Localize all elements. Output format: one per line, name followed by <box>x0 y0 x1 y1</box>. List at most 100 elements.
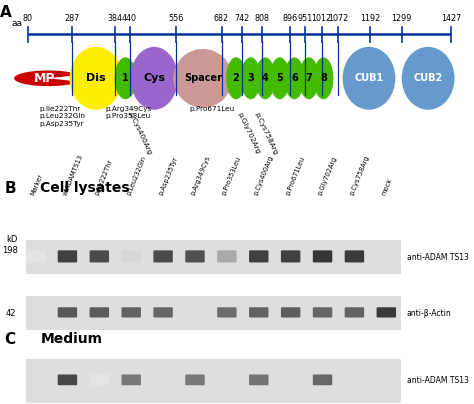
Text: p.Cys758Arg: p.Cys758Arg <box>254 112 278 156</box>
FancyBboxPatch shape <box>121 250 141 263</box>
FancyBboxPatch shape <box>58 307 77 318</box>
Text: 287: 287 <box>64 14 80 23</box>
Ellipse shape <box>241 57 261 99</box>
Text: p.Pro353Leu: p.Pro353Leu <box>221 156 242 196</box>
Text: p.Arg349Cys: p.Arg349Cys <box>190 155 211 196</box>
Text: 682: 682 <box>214 14 229 23</box>
FancyBboxPatch shape <box>58 250 77 263</box>
Text: p.Cys758Arg: p.Cys758Arg <box>349 155 370 196</box>
Text: Cell lysates: Cell lysates <box>40 181 130 195</box>
Text: p.Gly702Arg: p.Gly702Arg <box>236 112 261 155</box>
Text: 384: 384 <box>108 14 123 23</box>
Text: 742: 742 <box>234 14 249 23</box>
Ellipse shape <box>255 57 275 99</box>
FancyBboxPatch shape <box>345 250 364 263</box>
Text: p.Arg349Cys
p.Pro353Leu: p.Arg349Cys p.Pro353Leu <box>105 105 151 119</box>
Text: 808: 808 <box>255 14 270 23</box>
Text: 1072: 1072 <box>328 14 348 23</box>
Text: p.Leu232Gln: p.Leu232Gln <box>126 155 147 196</box>
Text: 556: 556 <box>168 14 183 23</box>
FancyBboxPatch shape <box>90 250 109 263</box>
FancyBboxPatch shape <box>26 240 401 274</box>
Text: A: A <box>0 5 12 20</box>
Text: p.Ile222Thr: p.Ile222Thr <box>94 159 114 196</box>
Ellipse shape <box>299 57 319 99</box>
Text: 951: 951 <box>298 14 313 23</box>
Text: anti-ADAM TS13: anti-ADAM TS13 <box>407 376 469 385</box>
Text: p.Gly702Arg: p.Gly702Arg <box>317 156 338 196</box>
Text: 1012: 1012 <box>311 14 332 23</box>
Ellipse shape <box>130 47 178 110</box>
Text: 6: 6 <box>291 73 298 83</box>
Text: 198: 198 <box>2 246 18 255</box>
Wedge shape <box>14 70 79 86</box>
Text: wtADAMTS13: wtADAMTS13 <box>62 154 84 196</box>
Text: p.Cys400Arg: p.Cys400Arg <box>128 112 153 156</box>
Text: 5: 5 <box>276 73 283 83</box>
FancyBboxPatch shape <box>249 307 268 318</box>
Ellipse shape <box>173 49 232 107</box>
Text: MP: MP <box>34 72 55 85</box>
Text: CUB2: CUB2 <box>413 73 443 83</box>
Text: 2: 2 <box>233 73 239 83</box>
Text: Medium: Medium <box>40 332 102 346</box>
FancyBboxPatch shape <box>90 375 109 385</box>
FancyBboxPatch shape <box>345 307 364 318</box>
FancyBboxPatch shape <box>217 250 237 263</box>
FancyBboxPatch shape <box>313 250 332 263</box>
FancyBboxPatch shape <box>313 375 332 385</box>
Text: Dis: Dis <box>86 73 106 83</box>
FancyBboxPatch shape <box>185 250 205 263</box>
Ellipse shape <box>270 57 290 99</box>
FancyBboxPatch shape <box>281 250 301 263</box>
Text: 896: 896 <box>282 14 297 23</box>
Text: 7: 7 <box>306 73 312 83</box>
Ellipse shape <box>343 47 395 110</box>
Text: kD: kD <box>6 236 18 244</box>
Text: anti-β-Actin: anti-β-Actin <box>407 309 451 318</box>
Ellipse shape <box>115 57 137 99</box>
Text: Spacer: Spacer <box>184 73 222 83</box>
Text: 1299: 1299 <box>392 14 412 23</box>
Text: 1192: 1192 <box>360 14 381 23</box>
FancyBboxPatch shape <box>249 375 268 385</box>
FancyBboxPatch shape <box>154 250 173 263</box>
Text: 440: 440 <box>122 14 137 23</box>
FancyBboxPatch shape <box>217 307 237 318</box>
Text: Cys: Cys <box>143 73 165 83</box>
Text: CUB1: CUB1 <box>355 73 383 83</box>
FancyBboxPatch shape <box>281 307 301 318</box>
Ellipse shape <box>226 57 246 99</box>
FancyBboxPatch shape <box>26 250 46 263</box>
FancyBboxPatch shape <box>58 375 77 385</box>
FancyBboxPatch shape <box>313 307 332 318</box>
Text: Marker: Marker <box>30 173 44 196</box>
FancyBboxPatch shape <box>376 307 396 318</box>
Text: aa: aa <box>12 19 23 28</box>
Text: p.Pro671Leu: p.Pro671Leu <box>285 156 306 196</box>
FancyBboxPatch shape <box>90 307 109 318</box>
Text: p.Pro671Leu: p.Pro671Leu <box>189 105 235 112</box>
Text: 1427: 1427 <box>441 14 461 23</box>
Text: 8: 8 <box>320 73 327 83</box>
Text: p.Ile222Thr
p.Leu232Gln
p.Asp235Tyr: p.Ile222Thr p.Leu232Gln p.Asp235Tyr <box>39 105 85 126</box>
FancyBboxPatch shape <box>26 296 401 330</box>
Text: mock: mock <box>381 177 393 196</box>
Text: 4: 4 <box>262 73 269 83</box>
FancyBboxPatch shape <box>154 307 173 318</box>
Text: p.Cys400Arg: p.Cys400Arg <box>253 155 274 196</box>
Text: 42: 42 <box>5 309 16 318</box>
Text: 3: 3 <box>247 73 254 83</box>
FancyBboxPatch shape <box>185 375 205 385</box>
Text: p.Asp235Tyr: p.Asp235Tyr <box>157 156 178 196</box>
FancyBboxPatch shape <box>121 307 141 318</box>
Text: anti-ADAM TS13: anti-ADAM TS13 <box>407 252 469 261</box>
Text: C: C <box>5 332 16 347</box>
Ellipse shape <box>70 47 122 110</box>
Text: B: B <box>5 181 17 196</box>
Text: 1: 1 <box>122 73 129 83</box>
Text: 80: 80 <box>23 14 33 23</box>
Ellipse shape <box>402 47 455 110</box>
FancyBboxPatch shape <box>249 250 268 263</box>
Ellipse shape <box>284 57 304 99</box>
